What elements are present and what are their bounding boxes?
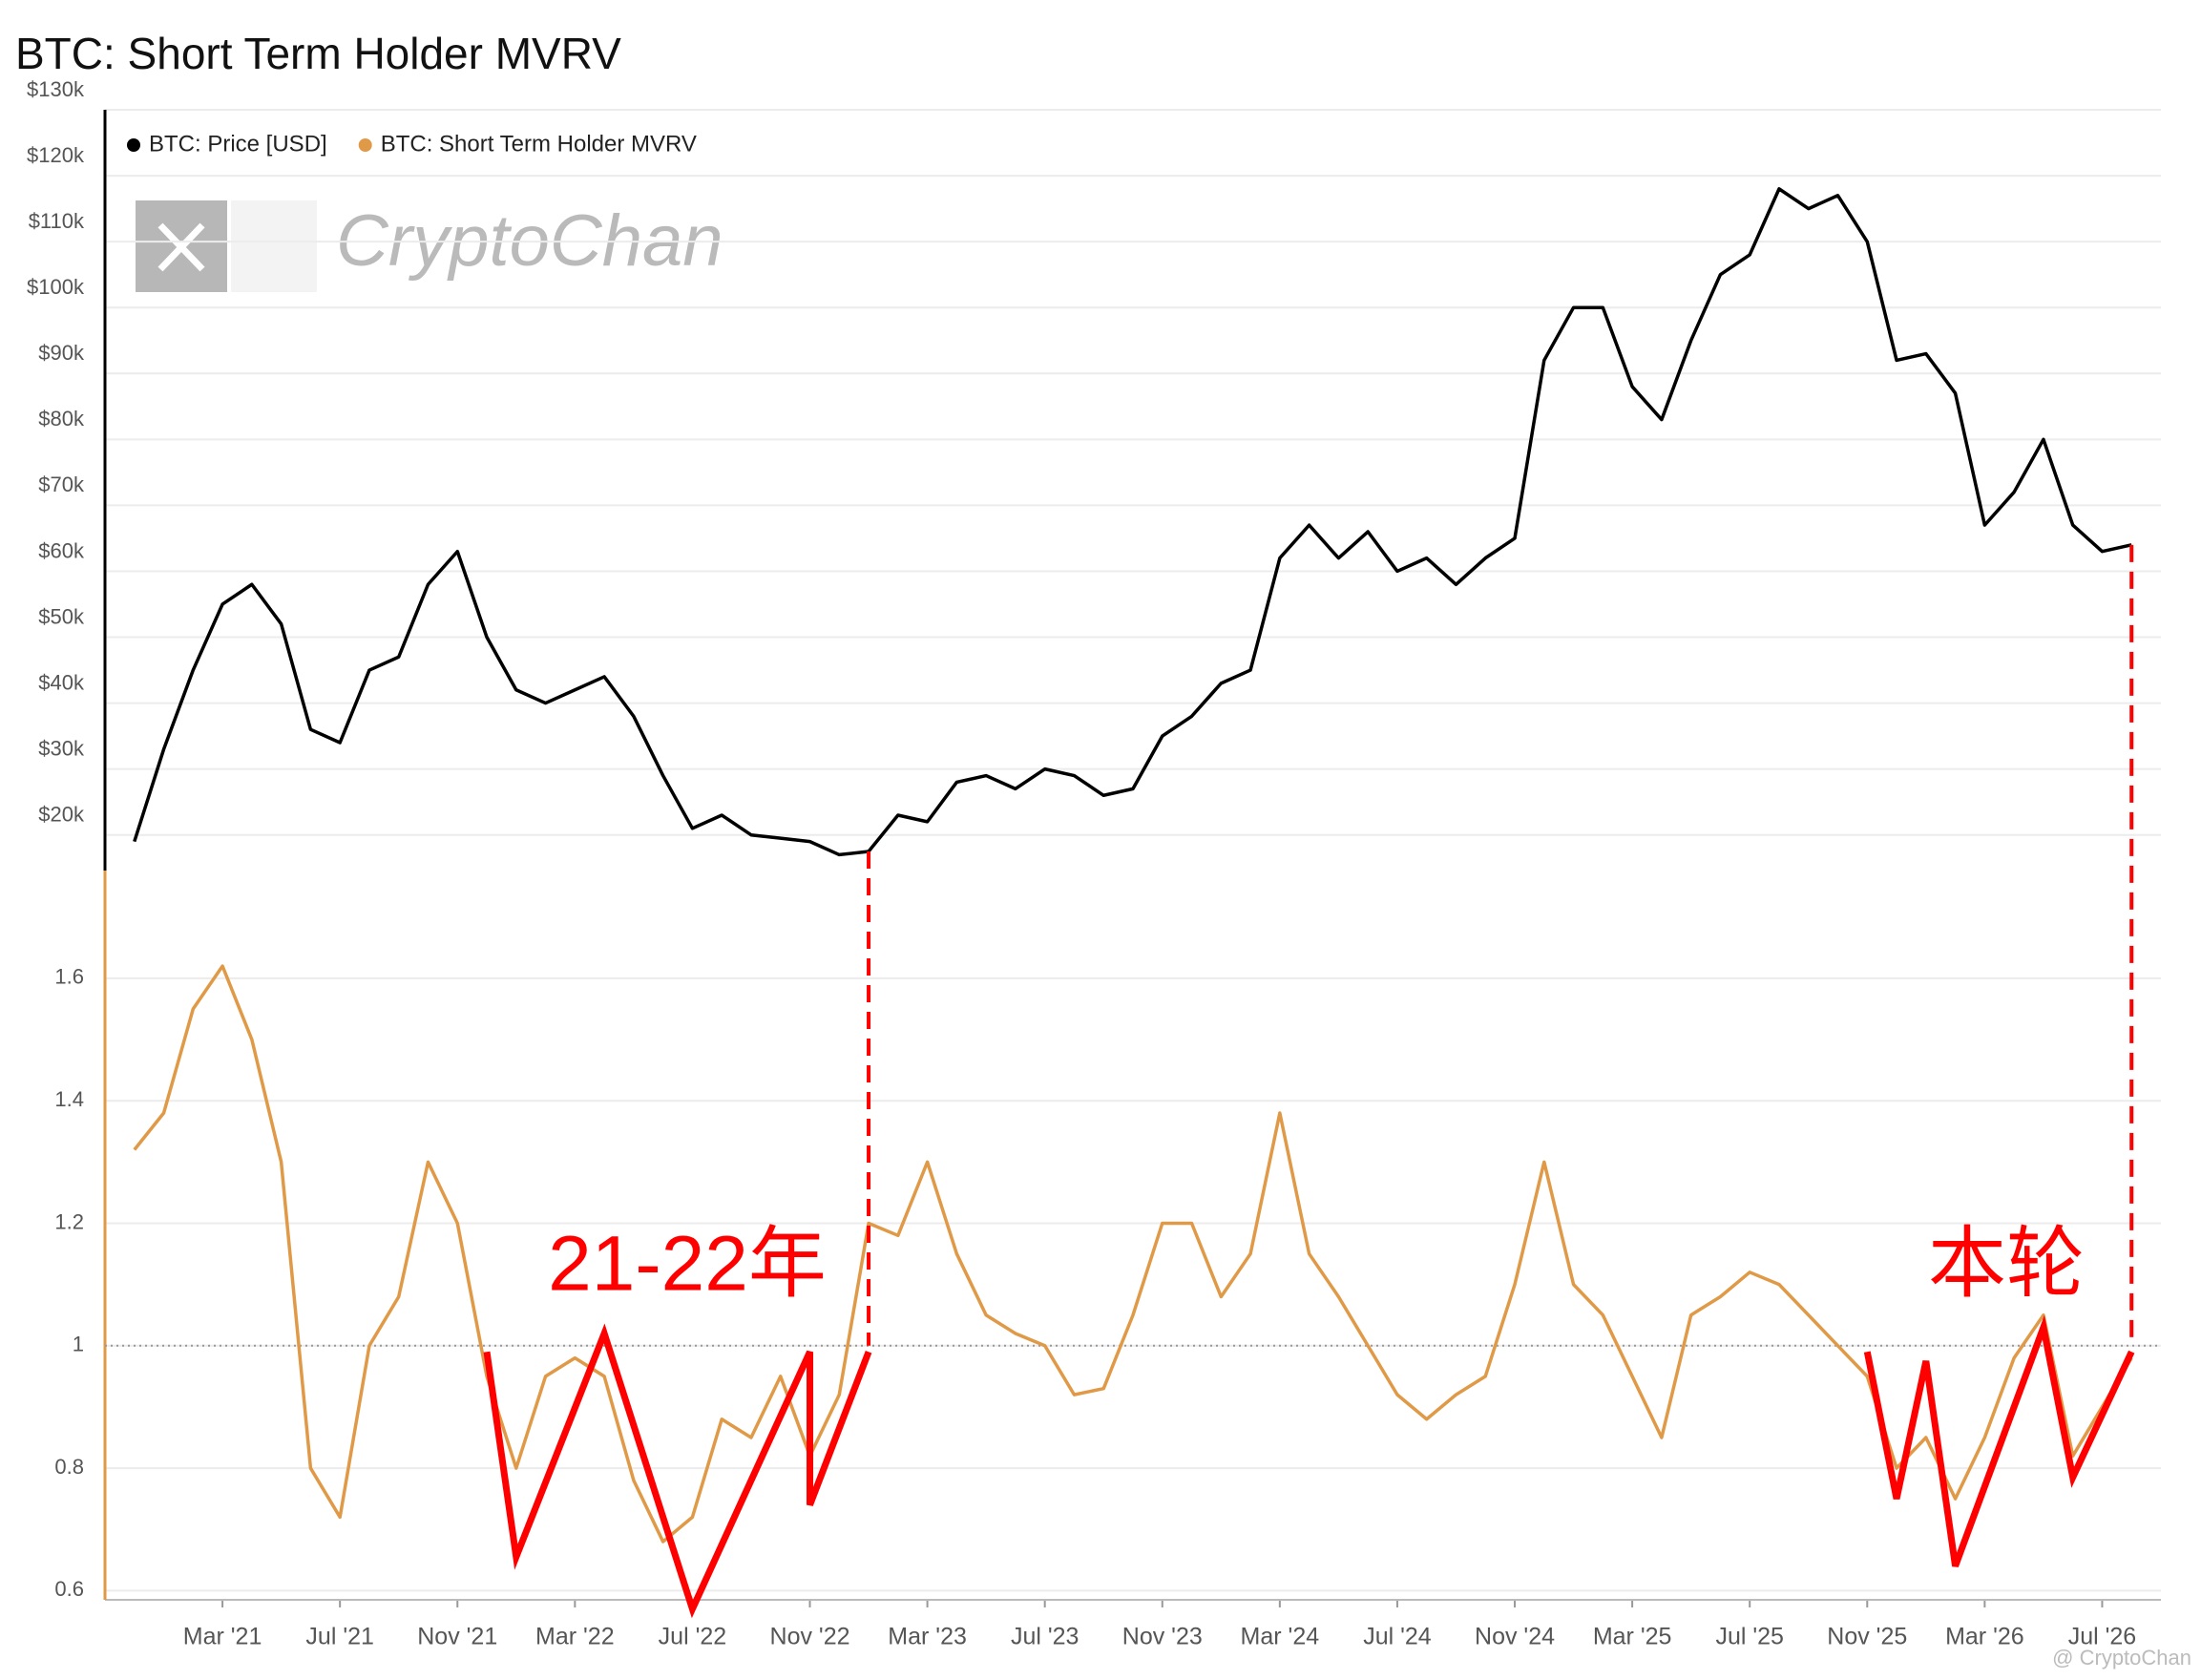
y-tick-label: $70k xyxy=(38,472,85,496)
avatar xyxy=(231,200,317,292)
x-tick-label: Jul '23 xyxy=(1011,1624,1079,1650)
series-line xyxy=(133,187,2132,857)
x-tick-label: Nov '25 xyxy=(1827,1624,1907,1650)
legend-label: BTC: Short Term Holder MVRV xyxy=(381,131,697,157)
series-line xyxy=(133,964,2133,1544)
annotation-label: 21-22年 xyxy=(548,1221,827,1308)
y-tick-label: $60k xyxy=(38,538,85,562)
y-tick-label: $50k xyxy=(38,604,85,628)
legend-marker xyxy=(127,138,140,152)
x-tick-label: Jul '25 xyxy=(1715,1624,1783,1650)
x-tick-label: Nov '21 xyxy=(417,1624,497,1650)
y2-tick-label: 1 xyxy=(73,1333,84,1356)
x-tick-label: Jul '24 xyxy=(1363,1624,1432,1650)
annotation-zigzag xyxy=(483,1323,872,1619)
x-tick-label: Mar '22 xyxy=(535,1624,615,1650)
y-tick-label: $100k xyxy=(27,275,85,299)
x-tick-label: Mar '23 xyxy=(888,1624,967,1650)
x-tick-label: Mar '24 xyxy=(1241,1624,1320,1650)
y-tick-label: $40k xyxy=(38,670,85,694)
y-tick-label: $130k xyxy=(27,77,85,101)
y2-tick-label: 1.6 xyxy=(54,965,84,989)
x-tick-label: Jul '21 xyxy=(305,1624,373,1650)
x-tick-label: Nov '22 xyxy=(770,1624,850,1650)
annotation-zigzag xyxy=(1863,1314,2135,1567)
y2-tick-label: 1.2 xyxy=(54,1209,84,1233)
footer: @ CryptoChan xyxy=(2052,1646,2191,1670)
y-tick-label: $110k xyxy=(29,209,85,233)
y2-tick-label: 0.8 xyxy=(54,1455,84,1479)
y-tick-label: $20k xyxy=(38,803,85,827)
y-tick-label: $120k xyxy=(27,143,85,167)
x-tick-label: Mar '26 xyxy=(1945,1624,2024,1650)
y2-tick-label: 0.6 xyxy=(54,1577,84,1601)
watermark-logo xyxy=(136,200,317,292)
chart-title: BTC: Short Term Holder MVRV xyxy=(15,29,621,78)
x-tick-label: Mar '25 xyxy=(1593,1624,1672,1650)
y-tick-label: $30k xyxy=(38,736,85,760)
x-tick-label: Mar '21 xyxy=(183,1624,262,1650)
y-tick-label: $90k xyxy=(38,341,85,365)
y2-tick-label: 1.4 xyxy=(54,1087,84,1111)
y-tick-label: $80k xyxy=(38,407,85,430)
x-tick-label: Jul '22 xyxy=(659,1624,726,1650)
x-logo-box xyxy=(136,200,227,292)
legend-marker xyxy=(358,138,372,152)
annotation-label: 本轮 xyxy=(1928,1221,2085,1308)
x-logo xyxy=(157,222,205,272)
x-tick-label: Nov '23 xyxy=(1122,1624,1203,1650)
legend-label: BTC: Price [USD] xyxy=(149,131,327,157)
x-tick-label: Nov '24 xyxy=(1475,1624,1555,1650)
x-tick-label: Jul '26 xyxy=(2068,1624,2136,1650)
